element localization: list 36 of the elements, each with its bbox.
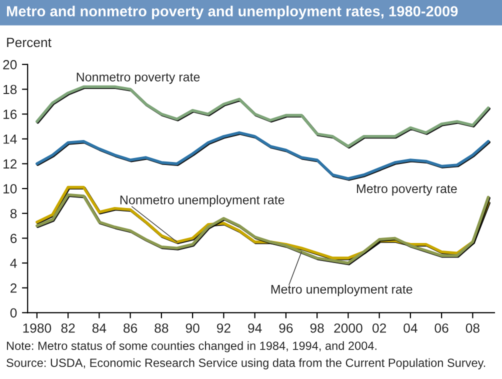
x-tick-label: 86	[124, 323, 138, 333]
y-tick-label: 10	[4, 184, 17, 194]
text: Note: Metro status of some counties changed in 1984, 1994, and 2004.	[6, 341, 376, 352]
x-tick-label: 90	[186, 323, 200, 333]
line-series	[36, 131, 490, 181]
source-note: Source: USDA, Economic Research Service using data from the Current Population Survey.	[6, 358, 486, 370]
y-tick-label: 12	[4, 159, 17, 169]
series-label: Nonmetro unemployment rate	[120, 195, 284, 207]
x-tick-label: 88	[154, 323, 168, 333]
y-tick-label: 4	[10, 258, 17, 268]
x-tick-label: 98	[310, 323, 324, 333]
x-tick-label: 1980	[23, 323, 52, 333]
y-tick-label: 8	[10, 208, 17, 218]
y-tick-label: 6	[10, 234, 17, 244]
x-tick-label: 2000	[334, 323, 362, 333]
x-tick-label: 94	[248, 323, 262, 333]
x-tick-label: 06	[434, 323, 448, 333]
x-tick-label: 82	[61, 323, 75, 333]
line-series	[36, 85, 490, 149]
y-tick-label: 18	[4, 84, 17, 94]
x-tick-label: 08	[466, 323, 480, 333]
x-tick-label: 02	[372, 323, 386, 333]
y-tick-label: 20	[3, 60, 17, 70]
x-tick-label: 96	[279, 323, 293, 333]
y-tick-label: 14	[4, 134, 17, 144]
text: Metro unemployment rate	[271, 284, 412, 296]
y-tick-label: 2	[10, 283, 17, 293]
series-label: Metro poverty rate	[356, 184, 457, 196]
y-tick-label: 0	[10, 308, 17, 318]
y-axis-title: Percent	[7, 38, 52, 48]
series-label: Nonmetro poverty rate	[76, 72, 200, 84]
x-tick-label: 84	[92, 323, 106, 333]
x-tick-label: 04	[404, 323, 418, 333]
y-tick-label: 16	[4, 110, 17, 119]
x-tick-label: 92	[216, 323, 230, 333]
chart-title: Metro and nonmetro poverty and unemployment rates, 1980-2009	[7, 6, 458, 20]
